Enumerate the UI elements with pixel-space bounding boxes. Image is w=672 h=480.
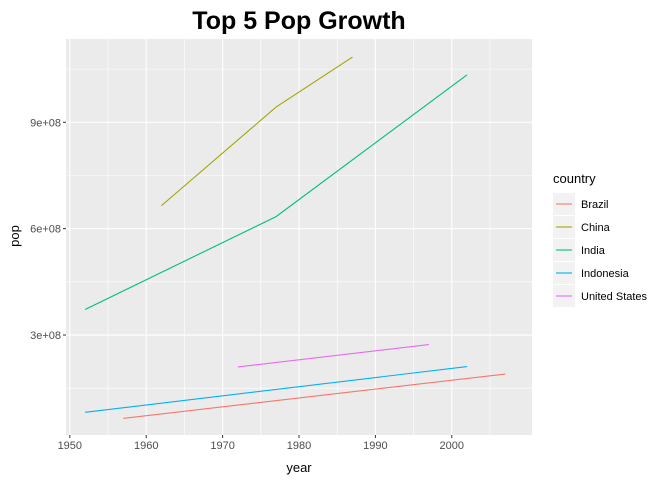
plot-panel <box>66 39 532 435</box>
legend-title: country <box>553 171 596 186</box>
x-tick-label: 1950 <box>58 440 82 452</box>
legend-label-indonesia: Indonesia <box>581 268 630 280</box>
legend-label-united-states: United States <box>581 291 648 303</box>
legend-label-brazil: Brazil <box>581 199 609 211</box>
x-tick-label: 1970 <box>210 440 234 452</box>
x-tick-label: 2000 <box>440 440 464 452</box>
chart-title: Top 5 Pop Growth <box>192 7 405 35</box>
series-line-india <box>84 74 468 310</box>
y-tick-label: 6e+08 <box>30 224 61 236</box>
gridlines <box>66 39 532 435</box>
series-line-brazil <box>123 373 506 419</box>
y-tick-label: 3e+08 <box>30 330 61 342</box>
series-line-indonesia <box>85 366 468 413</box>
series-line-china <box>161 56 353 207</box>
x-tick-label: 1990 <box>363 440 387 452</box>
y-axis-title: pop <box>7 225 22 247</box>
legend: country Brazil China India Indonesia United … <box>553 171 648 307</box>
x-tick-label: 1960 <box>134 440 158 452</box>
series-line-united-states <box>237 344 429 368</box>
legend-label-china: China <box>581 222 611 234</box>
axes: 1950 1960 1970 1980 1990 2000 3e+08 6e+08 9e+08 <box>30 117 464 452</box>
legend-label-india: India <box>581 245 606 257</box>
x-tick-label: 1980 <box>287 440 311 452</box>
y-tick-label: 9e+08 <box>30 117 61 129</box>
x-axis-title: year <box>286 460 312 475</box>
series-lines <box>84 56 506 419</box>
